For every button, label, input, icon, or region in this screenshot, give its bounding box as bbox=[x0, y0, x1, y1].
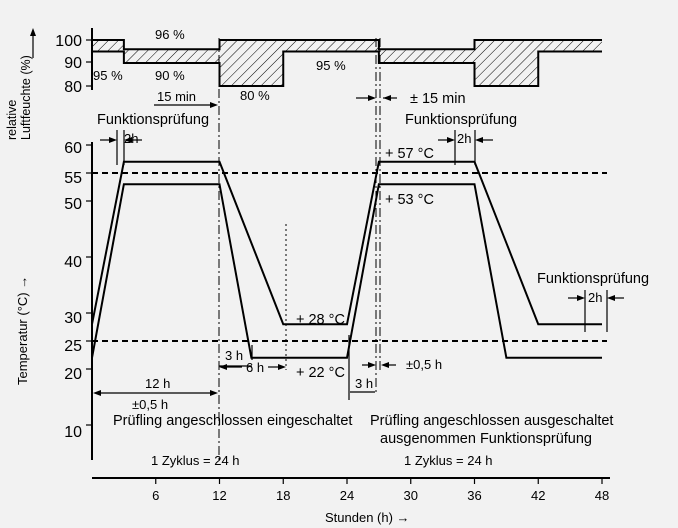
temp-tick-30: 30 bbox=[64, 310, 82, 327]
x-tick-label: 42 bbox=[531, 488, 545, 503]
h3-a-label: 3 h bbox=[225, 348, 243, 363]
ausgenommen-funktionspruefung: ausgenommen Funktionsprüfung bbox=[380, 431, 592, 447]
x-tick-label: 30 bbox=[404, 488, 418, 503]
x-tick-label: 36 bbox=[467, 488, 481, 503]
x-tick-label: 6 bbox=[152, 488, 159, 503]
humidity-tick-label-100: 100 bbox=[55, 33, 82, 50]
x-tick-label: 18 bbox=[276, 488, 290, 503]
zyklus-2: 1 Zyklus = 24 h bbox=[404, 453, 493, 468]
x-tick-label: 12 bbox=[212, 488, 226, 503]
min15-arrow-head bbox=[210, 102, 218, 108]
x-axis: 6 12 18 24 30 36 42 48 Stunden (h) → bbox=[92, 477, 610, 525]
humidity-label-90: 90 % bbox=[155, 68, 185, 83]
temp-tick-55: 55 bbox=[64, 170, 82, 187]
temperature-axis-title-text: Temperatur (°C) → bbox=[15, 276, 30, 385]
humidity-axis-title: relative Luftfeuchte (%) bbox=[5, 55, 33, 140]
x-tick-label: 24 bbox=[340, 488, 354, 503]
x-axis-ticks: 6 12 18 24 30 36 42 48 bbox=[152, 478, 609, 503]
x-axis-title: Stunden (h) → bbox=[325, 510, 410, 525]
h6-arrow-left-head bbox=[219, 364, 227, 370]
temp-tick-60: 60 bbox=[64, 140, 82, 157]
temp-tick-25: 25 bbox=[64, 338, 82, 355]
humidity-label-96: 96 % bbox=[155, 27, 185, 42]
h2-low-label: 2h bbox=[588, 290, 602, 305]
h2-left-arrow-a-head bbox=[109, 137, 117, 143]
label-plus22: + 22 °C bbox=[296, 365, 345, 381]
h12-arrow-head-right bbox=[210, 390, 218, 396]
min15-label: 15 min bbox=[157, 89, 196, 104]
pruefling-eingeschaltet: Prüfling angeschlossen eingeschaltet bbox=[113, 413, 352, 429]
humidity-axis-title-line2: Luftfeuchte (%) bbox=[19, 55, 33, 140]
funktionspruefung-left: Funktionsprüfung bbox=[97, 112, 209, 128]
label-plus28: + 28 °C bbox=[296, 312, 345, 328]
h2-low-arrow-b-head bbox=[607, 295, 615, 301]
label-plus57: + 57 °C bbox=[385, 146, 434, 162]
pm15min-arrow-left-head bbox=[368, 95, 376, 101]
h6-label: 6 h bbox=[246, 360, 264, 375]
temp-tick-50: 50 bbox=[64, 196, 82, 213]
h12-label: 12 h bbox=[145, 376, 170, 391]
humidity-label-80: 80 % bbox=[240, 88, 270, 103]
h2-right-arrow-b-head bbox=[475, 137, 483, 143]
temperature-axis-title: Temperatur (°C) → bbox=[15, 276, 30, 385]
pm15min-arrow-right-head bbox=[383, 95, 391, 101]
humidity-label-95-mid: 95 % bbox=[316, 58, 346, 73]
pm15min-label: ± 15 min bbox=[410, 91, 466, 107]
humidity-axis-arrow-head bbox=[30, 28, 36, 36]
h3-b-label: 3 h bbox=[355, 376, 373, 391]
funktionspruefung-right: Funktionsprüfung bbox=[405, 112, 517, 128]
h12-arrow-head-left bbox=[93, 390, 101, 396]
temperature-lower-profile bbox=[91, 183, 602, 359]
humidity-tick-label-80: 80 bbox=[64, 79, 82, 96]
h2-low-arrow-a-head bbox=[577, 295, 585, 301]
temperature-upper-profile bbox=[91, 160, 602, 326]
temperature-ticks bbox=[86, 144, 92, 426]
temperature-panel: 60 55 50 40 30 25 20 10 Temperatur (°C) … bbox=[15, 38, 649, 468]
pm05-a-arrow-right-head bbox=[381, 362, 389, 368]
h6-arrow-right-head bbox=[278, 364, 286, 370]
zyklus-1: 1 Zyklus = 24 h bbox=[151, 453, 240, 468]
label-plus53: + 53 °C bbox=[385, 192, 434, 208]
funktionspruefung-low: Funktionsprüfung bbox=[537, 271, 649, 287]
h2-right-label: 2h bbox=[457, 131, 471, 146]
pruefling-ausgeschaltet: Prüfling angeschlossen ausgeschaltet bbox=[370, 413, 613, 429]
humidity-upper-limit-line bbox=[92, 39, 602, 51]
h2-left-arrow-b-head bbox=[124, 137, 132, 143]
pm05-a-label: ±0,5 h bbox=[406, 357, 442, 372]
x-tick-label: 48 bbox=[595, 488, 609, 503]
temp-tick-40: 40 bbox=[64, 254, 82, 271]
temp-tick-20: 20 bbox=[64, 366, 82, 383]
humidity-label-95-left: 95 % bbox=[93, 68, 123, 83]
humidity-axis-title-line1: relative bbox=[5, 100, 19, 140]
pm05-b-label: ±0,5 h bbox=[132, 397, 168, 412]
h2-left-label: 2h bbox=[124, 131, 138, 146]
humidity-lower-limit-line bbox=[92, 50, 602, 87]
pm05-a-arrow-left-head bbox=[368, 362, 376, 368]
temp-tick-10: 10 bbox=[64, 424, 82, 441]
humidity-tick-label-90: 90 bbox=[64, 55, 82, 72]
h2-right-arrow-a-head bbox=[447, 137, 455, 143]
